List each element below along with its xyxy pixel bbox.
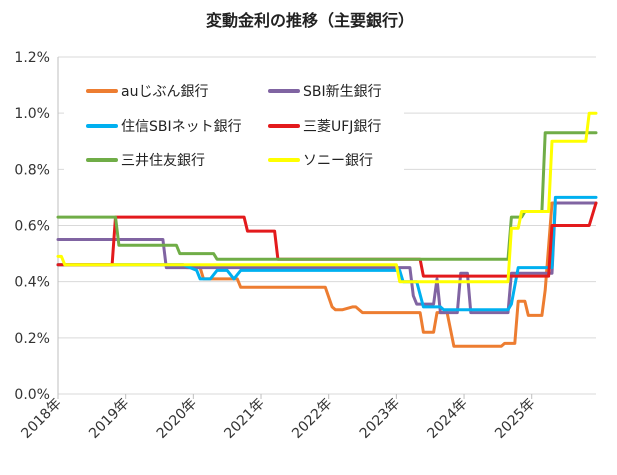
series-line-1 xyxy=(56,201,598,348)
legend-label-4: 三菱UFJ銀行 xyxy=(303,119,381,135)
series-line-6 xyxy=(56,111,598,284)
y-tick-label: 0.2% xyxy=(14,331,50,347)
y-tick-label: 0.4% xyxy=(14,275,50,291)
legend-label-6: ソニー銀行 xyxy=(303,153,373,169)
y-tick-label: 0.6% xyxy=(14,219,50,235)
chart-title: 変動金利の推移（主要銀行） xyxy=(206,11,414,30)
y-axis-ticks: 0.0% 0.2% 0.4% 0.6% 0.8% 1.0% 1.2% xyxy=(14,50,50,403)
legend-label-3: 住信SBIネット銀行 xyxy=(121,119,242,135)
legend-label-5: 三井住友銀行 xyxy=(121,153,205,169)
legend-box xyxy=(64,66,404,178)
y-tick-label: 1.0% xyxy=(14,106,50,122)
legend-label-2: SBI新生銀行 xyxy=(303,84,382,100)
series-lines xyxy=(56,111,598,348)
series-line-2 xyxy=(56,201,598,315)
y-tick-label: 1.2% xyxy=(14,50,50,66)
legend-label-1: auじぶん銀行 xyxy=(121,84,208,100)
y-tick-label: 0.8% xyxy=(14,162,50,178)
y-tick-label: 0.0% xyxy=(14,387,50,403)
